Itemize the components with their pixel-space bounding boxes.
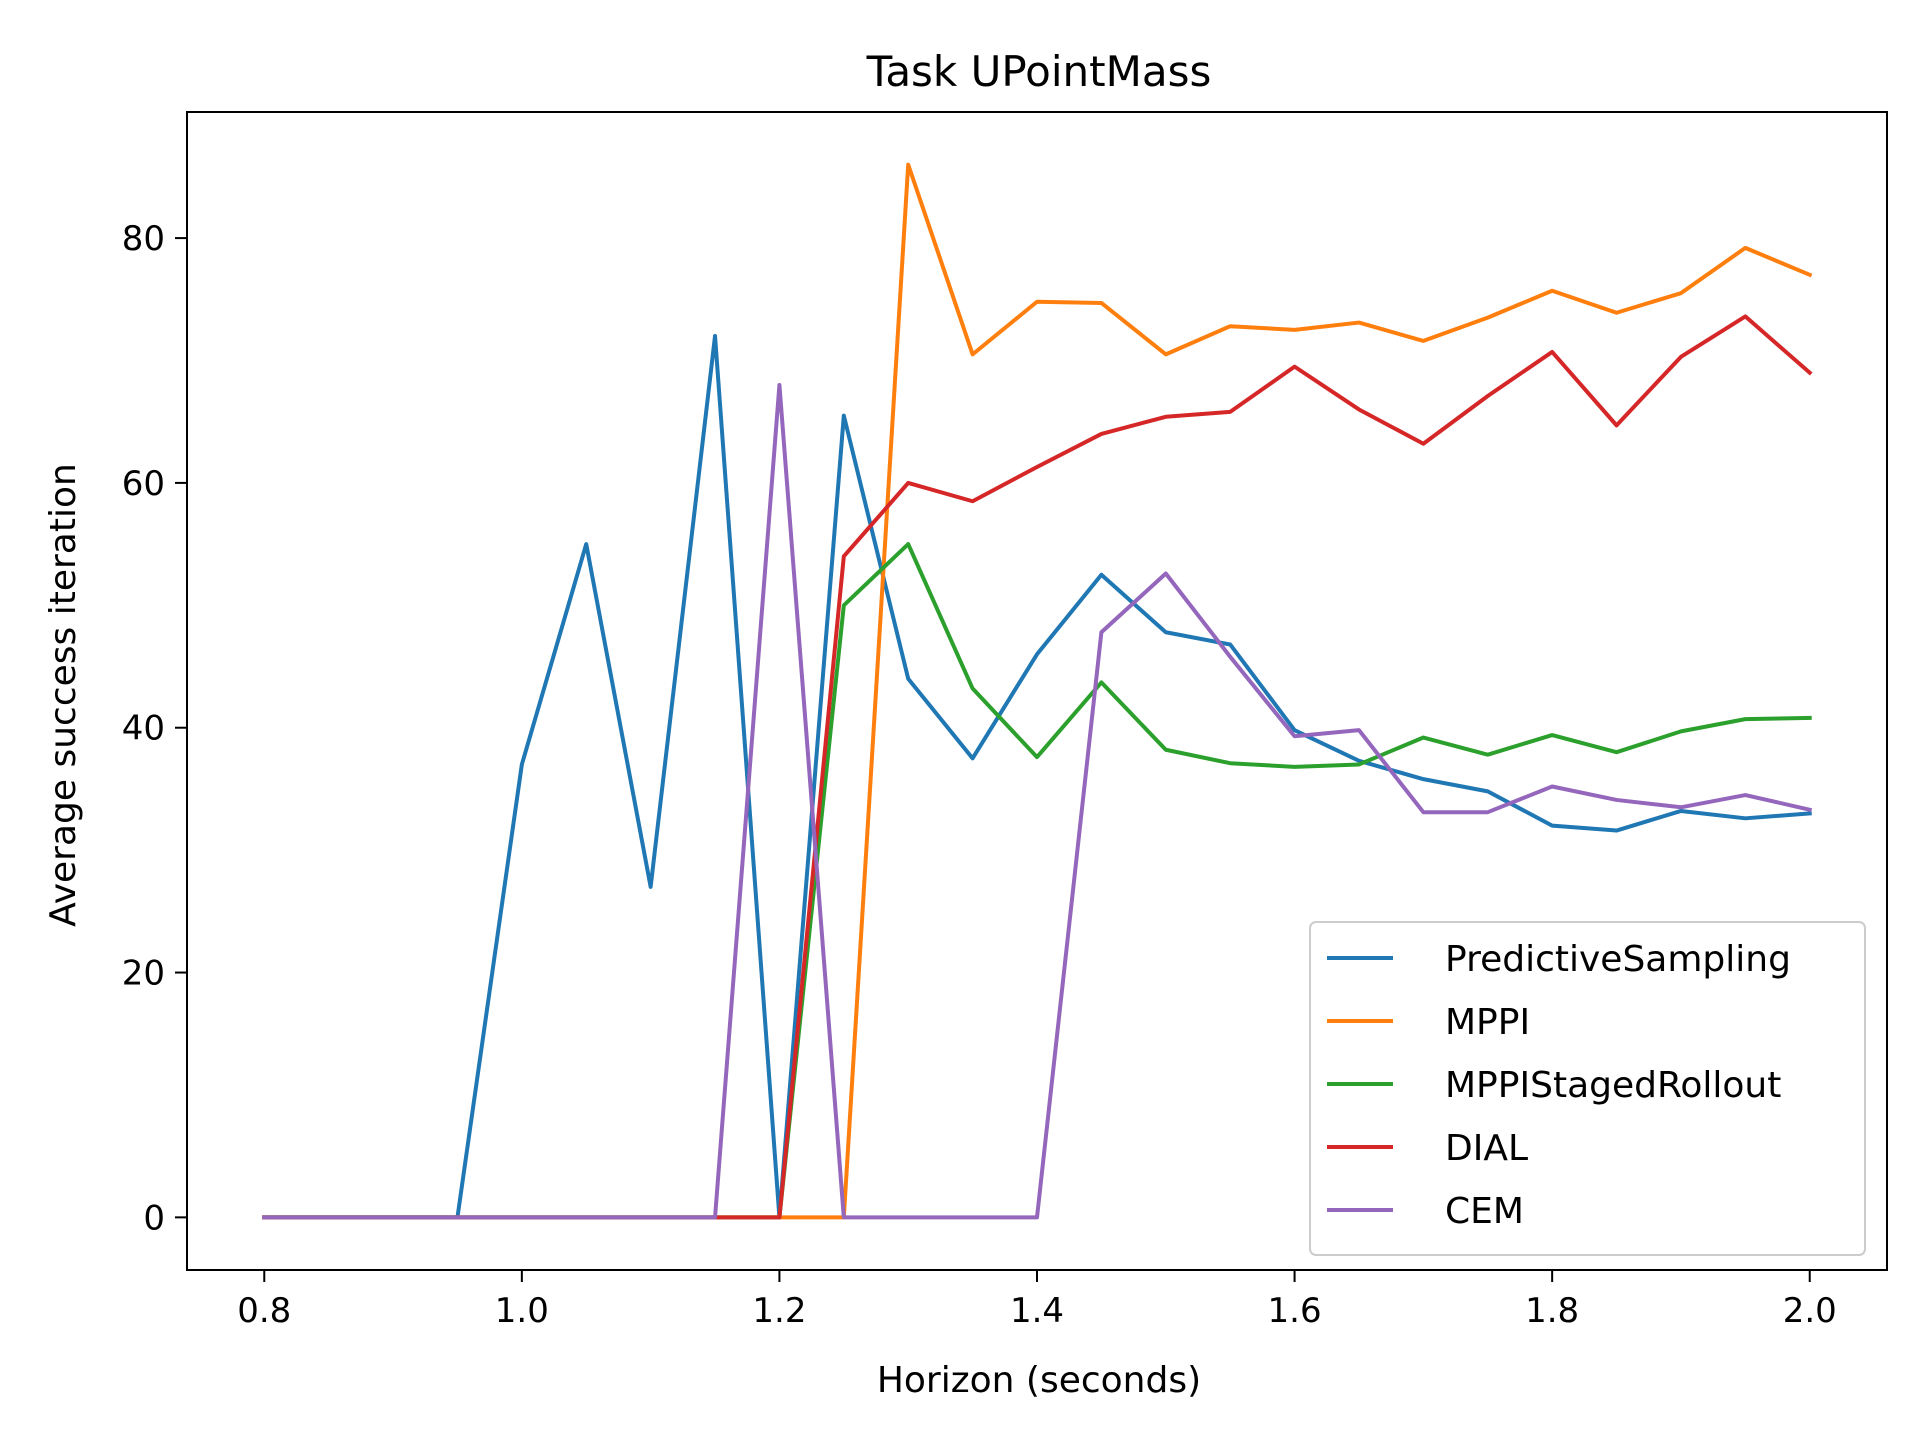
series-line-predictivesampling bbox=[262, 334, 1812, 1220]
legend-label: MPPIStagedRollout bbox=[1445, 1065, 1781, 1106]
legend-label: MPPI bbox=[1445, 1002, 1530, 1043]
x-axis: 0.8 1.0 1.2 1.4 1.6 1.8 2.0 bbox=[237, 1270, 1837, 1331]
legend: PredictiveSampling MPPI MPPIStagedRollout D… bbox=[1309, 921, 1866, 1256]
x-axis-label: Horizon (seconds) bbox=[877, 1360, 1201, 1401]
chart-title: Task UPointMass bbox=[866, 47, 1212, 96]
legend-label: PredictiveSampling bbox=[1445, 939, 1791, 980]
y-tick-label: 20 bbox=[122, 954, 165, 994]
legend-box bbox=[1309, 921, 1866, 1256]
legend-label: CEM bbox=[1445, 1191, 1524, 1232]
x-tick-label: 0.8 bbox=[237, 1291, 291, 1331]
y-tick-label: 40 bbox=[122, 709, 165, 749]
y-tick-label: 60 bbox=[122, 464, 165, 504]
legend-label: DIAL bbox=[1445, 1128, 1528, 1169]
y-axis-label: Average success iteration bbox=[43, 463, 84, 927]
x-tick-label: 1.8 bbox=[1525, 1291, 1579, 1331]
x-tick-label: 1.0 bbox=[495, 1291, 549, 1331]
y-tick-label: 0 bbox=[143, 1198, 165, 1238]
x-tick-label: 2.0 bbox=[1783, 1291, 1837, 1331]
x-tick-label: 1.4 bbox=[1010, 1291, 1064, 1331]
x-tick-label: 1.2 bbox=[752, 1291, 806, 1331]
y-tick-label: 80 bbox=[122, 219, 165, 259]
series-line-cem bbox=[262, 382, 1813, 1220]
x-tick-label: 1.6 bbox=[1268, 1291, 1322, 1331]
plot-area bbox=[262, 162, 1813, 1220]
y-axis: 0 20 40 60 80 bbox=[122, 219, 187, 1238]
